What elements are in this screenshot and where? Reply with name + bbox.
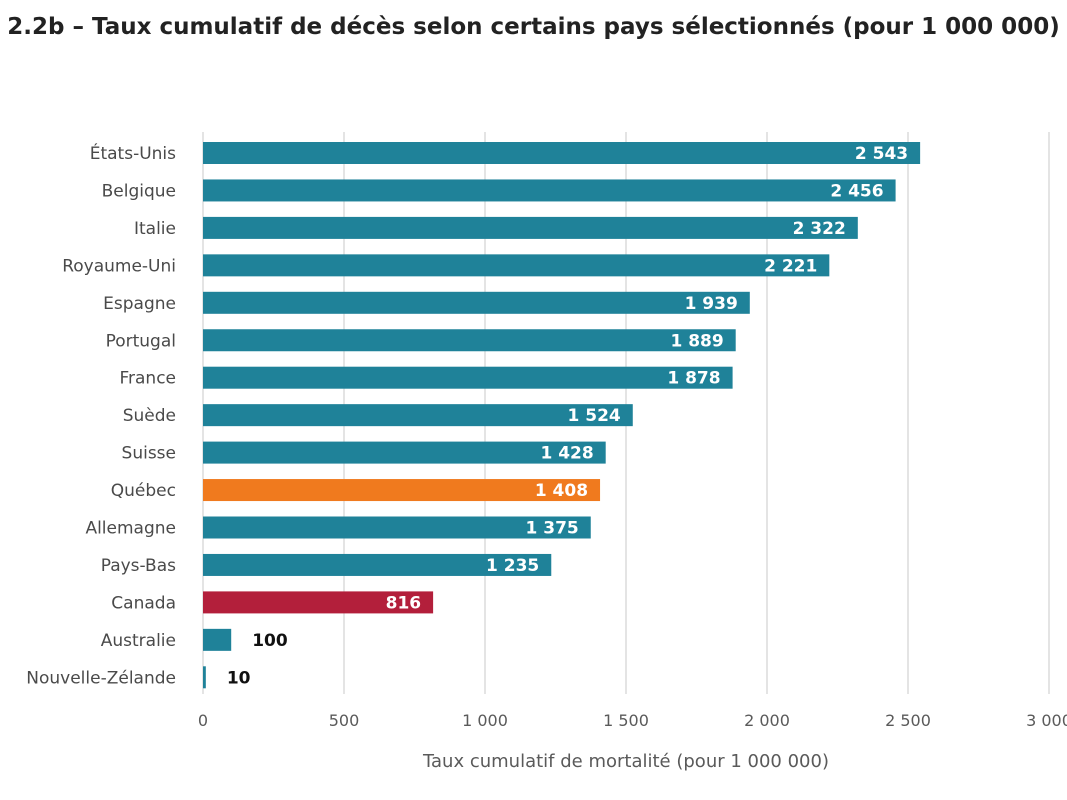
bar [203, 441, 606, 464]
bar [203, 666, 206, 689]
bar [203, 591, 434, 614]
x-tick-label: 1 500 [603, 711, 649, 730]
bar [203, 254, 830, 277]
bar [203, 216, 858, 239]
category-label: Canada [111, 593, 176, 613]
x-tick-label: 2 000 [744, 711, 790, 730]
category-label: France [119, 369, 176, 389]
category-label: Allemagne [85, 519, 176, 539]
data-label: 2 221 [764, 256, 817, 276]
x-tick-label: 1 000 [462, 711, 508, 730]
category-label: Espagne [103, 294, 176, 314]
data-label: 2 456 [830, 181, 883, 201]
x-tick-label: 0 [198, 711, 208, 730]
bars [203, 142, 921, 689]
bar [203, 142, 921, 164]
data-label: 1 524 [568, 406, 621, 426]
data-label: 1 878 [667, 369, 720, 389]
x-tick-label: 500 [329, 711, 360, 730]
category-label: Belgique [102, 181, 176, 201]
bar [203, 479, 601, 502]
x-tick-label: 2 500 [885, 711, 931, 730]
bar [203, 516, 591, 539]
data-label: 100 [252, 631, 288, 651]
x-axis-title: Taux cumulatif de mortalité (pour 1 000 … [422, 751, 829, 772]
category-label: Italie [134, 219, 176, 239]
bar [203, 366, 733, 389]
data-label: 816 [386, 593, 422, 613]
category-label: Australie [101, 631, 176, 651]
bar [203, 628, 232, 651]
bar [203, 553, 552, 576]
category-label: Pays-Bas [101, 556, 176, 576]
data-label: 1 375 [526, 519, 579, 539]
category-labels: États-Unis Belgique Italie Royaume-Uni Espag… [26, 142, 176, 688]
category-label: Nouvelle-Zélande [26, 668, 176, 688]
data-label: 1 408 [535, 481, 588, 501]
bar [203, 291, 750, 314]
category-label: Portugal [106, 331, 176, 351]
category-label: Québec [111, 481, 176, 501]
category-label: Royaume-Uni [62, 256, 176, 276]
bar [203, 179, 896, 202]
data-label: 1 428 [540, 444, 593, 464]
x-tick-label: 3 000 [1026, 711, 1067, 730]
category-label: Suède [123, 406, 176, 426]
x-tick-labels: 0 500 1 000 1 500 2 000 2 500 3 000 [198, 711, 1067, 730]
data-label: 10 [227, 668, 251, 688]
category-label: États-Unis [90, 142, 176, 164]
data-label: 1 235 [486, 556, 539, 576]
data-label: 2 543 [855, 144, 908, 164]
data-label: 2 322 [793, 219, 846, 239]
data-label: 1 889 [670, 331, 723, 351]
data-label: 1 939 [685, 294, 738, 314]
chart-title: 2.2b – Taux cumulatif de décès selon cer… [7, 14, 1060, 40]
bar [203, 329, 736, 352]
data-labels: 2 543 2 456 2 322 2 221 1 939 1 889 1 878 1 524… [227, 144, 908, 688]
category-label: Suisse [122, 444, 176, 464]
bar [203, 404, 633, 427]
